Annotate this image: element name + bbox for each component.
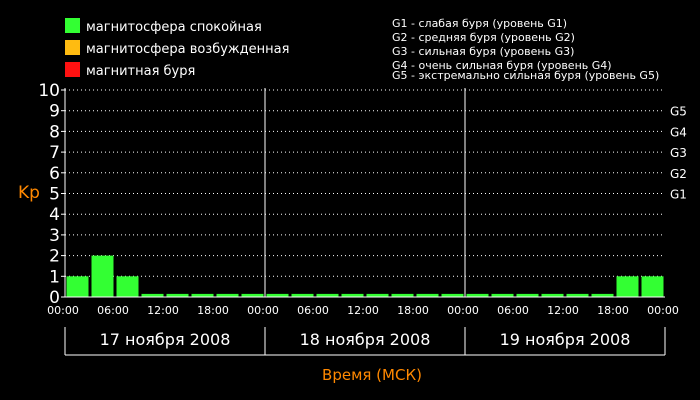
storm-scale-g1: G1 - слабая буря (уровень G1) xyxy=(392,17,567,30)
g-level-label: G4 xyxy=(670,125,687,139)
g-level-label: G3 xyxy=(670,146,687,160)
kp-bar xyxy=(591,293,614,297)
x-tick-label: 12:00 xyxy=(547,304,579,317)
y-axis-label: Kp xyxy=(18,183,40,203)
kp-bar xyxy=(191,293,214,297)
x-tick-label: 18:00 xyxy=(397,304,429,317)
legend-swatch-disturbed xyxy=(65,40,80,55)
storm-scale-g2: G2 - средняя буря (уровень G2) xyxy=(392,31,575,44)
storm-scale-legend: G1 - слабая буря (уровень G1) G2 - средн… xyxy=(392,17,659,82)
kp-bar xyxy=(316,293,339,297)
storm-scale-g4: G4 - очень сильная буря (уровень G4) xyxy=(392,59,612,72)
x-tick-label: 00:00 xyxy=(647,304,679,317)
x-tick-label: 00:00 xyxy=(47,304,79,317)
y-tick-label: 0 xyxy=(49,288,60,308)
x-tick-label: 06:00 xyxy=(297,304,329,317)
kp-bar xyxy=(266,293,289,297)
kp-bar xyxy=(416,293,439,297)
kp-bar xyxy=(566,293,589,297)
kp-bar xyxy=(291,293,314,297)
legend-swatch-quiet xyxy=(65,18,80,33)
g-level-label: G2 xyxy=(670,167,687,181)
kp-bar xyxy=(91,255,114,297)
kp-bar xyxy=(516,293,539,297)
x-tick-label: 18:00 xyxy=(197,304,229,317)
kp-bar xyxy=(341,293,364,297)
day-label: 19 ноября 2008 xyxy=(500,330,631,349)
x-tick-label: 12:00 xyxy=(347,304,379,317)
g-level-label: G1 xyxy=(670,188,687,202)
storm-scale-g5: G5 - экстремально сильная буря (уровень … xyxy=(392,69,659,82)
legend-label-disturbed: магнитосфера возбужденная xyxy=(86,42,289,57)
x-tick-label: 00:00 xyxy=(447,304,479,317)
kp-bar xyxy=(441,293,464,297)
y-tick-label: 8 xyxy=(49,122,60,142)
kp-bar xyxy=(541,293,564,297)
kp-bar xyxy=(391,293,414,297)
kp-bar xyxy=(141,293,164,297)
legend-label-storm: магнитная буря xyxy=(86,64,195,79)
day-label: 18 ноября 2008 xyxy=(300,330,431,349)
x-tick-label: 06:00 xyxy=(497,304,529,317)
y-tick-label: 5 xyxy=(49,185,60,205)
kp-bar xyxy=(116,276,139,297)
kp-bar xyxy=(241,293,264,297)
y-tick-label: 3 xyxy=(49,226,60,246)
kp-bar xyxy=(616,276,639,297)
kp-bar xyxy=(466,293,489,297)
y-tick-label: 9 xyxy=(49,102,60,122)
legend: магнитосфера спокойная магнитосфера возб… xyxy=(65,18,289,79)
storm-scale-g3: G3 - сильная буря (уровень G3) xyxy=(392,45,574,58)
kp-bar xyxy=(216,293,239,297)
y-tick-label: 7 xyxy=(49,143,60,163)
y-tick-label: 1 xyxy=(49,267,60,287)
kp-bar xyxy=(641,276,664,297)
x-axis-label: Время (МСК) xyxy=(322,366,422,384)
kp-bar xyxy=(166,293,189,297)
x-tick-label: 06:00 xyxy=(97,304,129,317)
x-tick-label: 18:00 xyxy=(597,304,629,317)
day-label: 17 ноября 2008 xyxy=(100,330,231,349)
y-tick-label: 10 xyxy=(38,81,60,101)
g-level-label: G5 xyxy=(670,105,687,119)
y-tick-label: 4 xyxy=(49,205,60,225)
x-tick-label: 00:00 xyxy=(247,304,279,317)
kp-bar xyxy=(366,293,389,297)
kp-bar xyxy=(66,276,89,297)
legend-label-quiet: магнитосфера спокойная xyxy=(86,20,262,35)
kp-bar xyxy=(491,293,514,297)
x-tick-label: 12:00 xyxy=(147,304,179,317)
y-tick-label: 2 xyxy=(49,247,60,267)
legend-swatch-storm xyxy=(65,62,80,77)
y-tick-label: 6 xyxy=(49,164,60,184)
